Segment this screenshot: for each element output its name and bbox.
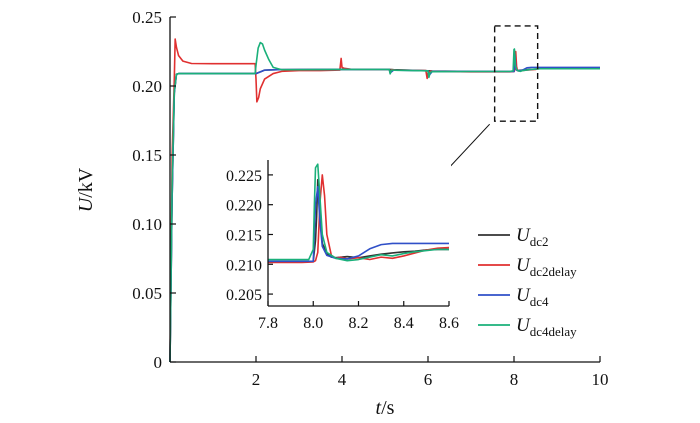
- legend-label-main: U: [516, 285, 531, 306]
- main-series-group: [169, 38, 600, 363]
- legend-item-dc4: Udc4: [478, 285, 549, 309]
- legend-label: Udc4: [516, 285, 549, 309]
- legend-item-dc4delay: Udc4delay: [478, 315, 577, 339]
- legend-item-dc2delay: Udc2delay: [478, 255, 577, 279]
- inset-y-tick-label: 0.210: [226, 257, 262, 274]
- legend-label-main: U: [516, 315, 531, 336]
- main-x-ticks: 2 4 6 8 10: [252, 356, 609, 389]
- main-y-tick-label: 0: [154, 353, 163, 372]
- y-axis-variable: U: [75, 196, 97, 212]
- inset-x-tick-label: 8.4: [394, 315, 414, 332]
- inset-background: [266, 160, 451, 306]
- main-axes: [169, 17, 600, 363]
- legend-label-main: U: [516, 255, 531, 276]
- main-x-tick-label: 8: [510, 370, 519, 389]
- inset-x-tick-label: 8.2: [349, 315, 369, 332]
- main-chart: 2 4 6 8 10 0 0.05 0.10 0.15 0.20 0.25 U/kV t/s: [75, 8, 609, 419]
- inset-y-tick-label: 0.215: [226, 227, 262, 244]
- x-axis-label: t/s: [376, 397, 395, 419]
- x-axis-variable: t: [376, 397, 382, 419]
- inset-x-ticks: 7.8 8.0 8.2 8.4 8.6: [258, 301, 459, 332]
- legend-label: Udc2delay: [516, 255, 577, 279]
- main-y-tick-label: 0.25: [132, 8, 162, 27]
- inset-y-tick-label: 0.220: [226, 198, 262, 215]
- legend-label-sub: dc4: [530, 294, 549, 309]
- legend-label: Udc2: [516, 225, 549, 249]
- inset-series-line-dc4: [268, 186, 449, 263]
- main-x-tick-label: 4: [338, 370, 347, 389]
- legend-label-sub: dc2delay: [530, 264, 577, 279]
- legend-label-main: U: [516, 225, 531, 246]
- main-y-tick-label: 0.10: [132, 215, 162, 234]
- y-axis-unit: kV: [75, 167, 97, 192]
- inset-x-tick-label: 8.6: [439, 315, 459, 332]
- legend-label: Udc4delay: [516, 315, 577, 339]
- main-y-tick-label: 0.05: [132, 284, 162, 303]
- main-y-tick-label: 0.20: [132, 77, 162, 96]
- inset-series-group: [268, 163, 450, 264]
- inset-y-ticks: 0.205 0.210 0.215 0.220 0.225: [226, 168, 273, 304]
- main-x-tick-label: 2: [252, 370, 261, 389]
- inset-chart: 7.8 8.0 8.2 8.4 8.6 0.205 0.210 0.215 0.220 0.22…: [226, 160, 459, 332]
- legend-label-sub: dc2: [530, 234, 549, 249]
- main-x-tick-label: 10: [592, 370, 609, 389]
- main-y-tick-label: 0.15: [132, 146, 162, 165]
- main-series-line-dc4delay: [169, 41, 600, 363]
- inset-x-tick-label: 7.8: [258, 315, 278, 332]
- legend-label-sub: dc4delay: [530, 324, 577, 339]
- y-axis-label: U/kV: [75, 167, 97, 212]
- legend-item-dc2: Udc2: [478, 225, 549, 249]
- inset-x-tick-label: 8.0: [303, 315, 323, 332]
- main-y-ticks: 0 0.05 0.10 0.15 0.20 0.25: [132, 8, 176, 372]
- x-axis-unit: s: [387, 397, 395, 419]
- inset-y-tick-label: 0.225: [226, 168, 262, 185]
- main-x-tick-label: 6: [424, 370, 433, 389]
- inset-series-line-dc4delay: [268, 163, 449, 262]
- zoom-box: [493, 25, 539, 122]
- inset-y-tick-label: 0.205: [226, 287, 262, 304]
